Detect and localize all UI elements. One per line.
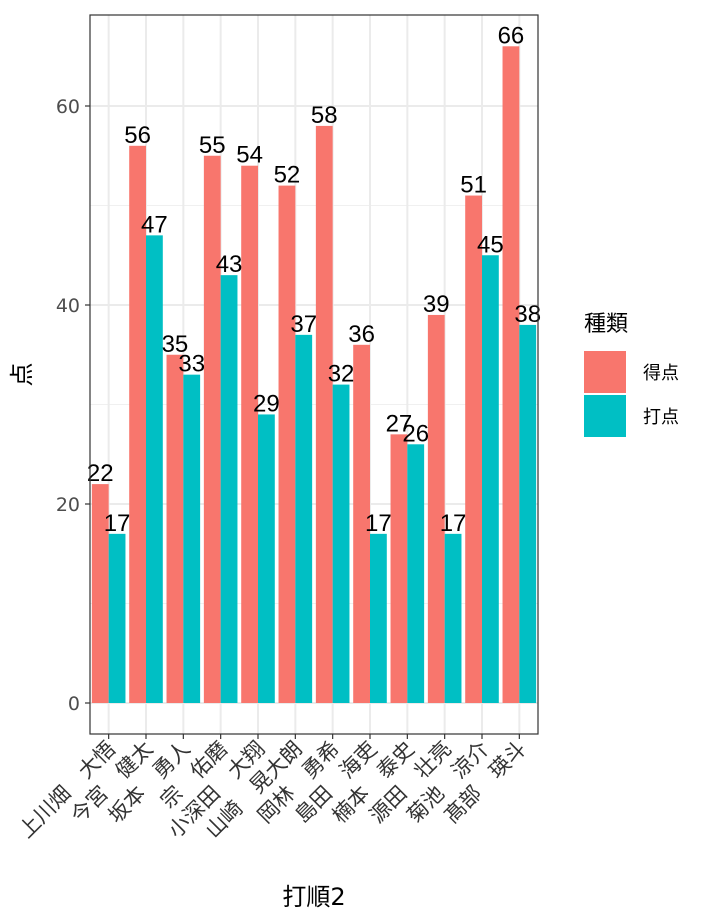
bar bbox=[519, 324, 537, 703]
bar bbox=[108, 533, 126, 703]
data-label: 66 bbox=[498, 22, 525, 49]
bar bbox=[129, 145, 146, 704]
data-label: 17 bbox=[365, 510, 392, 537]
data-label: 17 bbox=[440, 510, 467, 537]
bar bbox=[427, 314, 445, 703]
data-label: 55 bbox=[199, 132, 226, 159]
data-label: 33 bbox=[178, 351, 205, 378]
data-label: 39 bbox=[423, 291, 450, 318]
legend-label: 打点 bbox=[643, 407, 679, 428]
bar bbox=[370, 533, 387, 703]
bar bbox=[295, 334, 313, 703]
bar bbox=[444, 533, 462, 703]
bars bbox=[91, 46, 537, 704]
bar bbox=[220, 275, 238, 703]
y-tick-label: 20 bbox=[56, 494, 80, 516]
y-axis-title: 点 bbox=[8, 363, 36, 387]
legend-title: 種類 bbox=[584, 312, 628, 337]
data-label: 38 bbox=[514, 301, 541, 328]
data-label: 54 bbox=[236, 142, 263, 169]
y-tick-label: 40 bbox=[56, 295, 80, 317]
panel-border bbox=[89, 14, 539, 735]
legend-swatch bbox=[584, 395, 626, 437]
data-label: 29 bbox=[253, 390, 280, 417]
data-label: 27 bbox=[386, 410, 413, 437]
x-axis-title: 打順2 bbox=[282, 883, 345, 911]
bar bbox=[166, 354, 184, 703]
y-tick-label: 0 bbox=[68, 693, 80, 715]
data-label: 47 bbox=[141, 211, 168, 238]
grid-minor bbox=[90, 205, 538, 604]
data-label: 26 bbox=[402, 420, 429, 447]
bar bbox=[241, 165, 258, 703]
bar bbox=[502, 46, 520, 704]
bar bbox=[278, 185, 296, 704]
bar bbox=[482, 255, 499, 703]
bar bbox=[183, 374, 201, 703]
data-label: 17 bbox=[104, 510, 131, 537]
data-label: 37 bbox=[290, 311, 317, 338]
bar bbox=[332, 384, 350, 703]
bar bbox=[258, 414, 275, 703]
legend-swatch bbox=[584, 351, 626, 393]
bar bbox=[407, 444, 425, 703]
y-tick-label: 60 bbox=[56, 96, 80, 118]
bar bbox=[353, 344, 370, 703]
data-label: 22 bbox=[87, 460, 114, 487]
data-label: 35 bbox=[162, 331, 189, 358]
data-label: 51 bbox=[460, 172, 487, 199]
data-label: 32 bbox=[328, 361, 355, 388]
bar bbox=[390, 434, 408, 703]
data-label: 43 bbox=[216, 251, 243, 278]
data-label: 45 bbox=[477, 231, 504, 258]
data-label: 56 bbox=[124, 122, 151, 149]
bar bbox=[315, 125, 333, 703]
y-axis: 0 20 40 60 bbox=[56, 96, 90, 715]
bar bbox=[203, 155, 221, 703]
bar bbox=[146, 235, 163, 703]
bar bbox=[91, 484, 109, 703]
data-label: 58 bbox=[311, 102, 338, 129]
data-label: 36 bbox=[348, 321, 375, 348]
legend-label: 得点 bbox=[643, 363, 679, 384]
bar bbox=[465, 195, 482, 704]
data-label: 52 bbox=[274, 162, 301, 189]
